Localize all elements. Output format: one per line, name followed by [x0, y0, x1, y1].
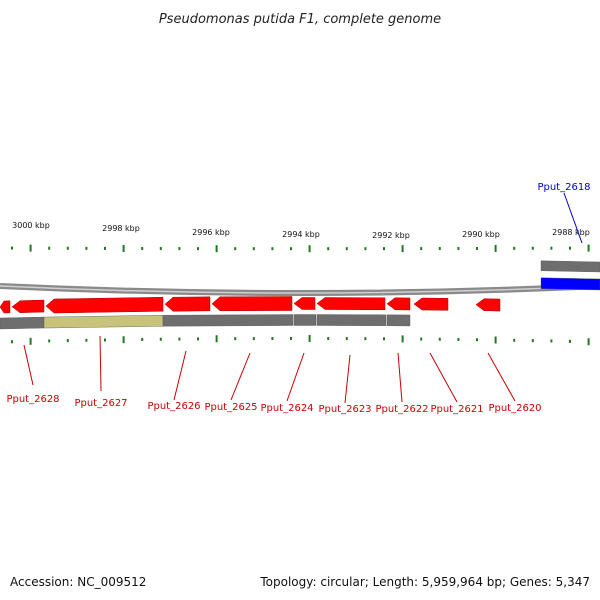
- gene-label: Pput_2622: [375, 404, 428, 415]
- gene-arrow: [164, 296, 211, 312]
- gene-leader-line: [563, 192, 583, 244]
- gene-leader-line: [344, 354, 351, 404]
- map-title: Pseudomonas putida F1, complete genome: [159, 12, 441, 27]
- scale-label: 2992 kbp: [372, 231, 410, 240]
- gene-arrow: [293, 297, 316, 310]
- forward-gene-bar: [540, 277, 600, 291]
- scale-ticks: [11, 244, 590, 346]
- scale-label: 2990 kbp: [462, 230, 500, 239]
- gene-label: Pput_2623: [318, 404, 371, 415]
- gene-label: Pput_2626: [147, 401, 200, 412]
- cds-track-highlight: [43, 315, 164, 329]
- scale-labels: 3000 kbp 2998 kbp 2996 kbp 2994 kbp 2992 kbp…: [12, 221, 590, 240]
- gene-arrow: [45, 296, 164, 314]
- gene-arrow: [413, 297, 449, 311]
- gene-leader-line: [99, 335, 102, 392]
- cds-track-segment: [293, 314, 317, 326]
- gene-arrow: [211, 296, 293, 312]
- gene-label: Pput_2627: [74, 398, 127, 409]
- genome-backbone: [0, 283, 600, 296]
- gene-label: Pput_2621: [430, 404, 483, 415]
- gene-arrow: [0, 300, 11, 314]
- gene-arrow: [316, 297, 386, 311]
- gene-leader-line: [230, 352, 251, 401]
- gene-leader-line: [23, 344, 34, 386]
- gene-arrow: [475, 298, 501, 312]
- cds-track-segment: [386, 314, 411, 327]
- scale-label: 3000 kbp: [12, 221, 50, 230]
- cds-track-forward: [540, 260, 600, 273]
- feature-tracks: [0, 260, 600, 330]
- gene-label: Pput_2625: [204, 402, 257, 413]
- gene-leader-line: [286, 352, 305, 402]
- accession-label: Accession: NC_009512: [10, 575, 146, 589]
- gene-leader-line: [429, 352, 458, 403]
- gene-leader-line: [397, 352, 403, 403]
- gene-arrows: [0, 296, 501, 314]
- gene-label: Pput_2628: [6, 394, 59, 405]
- genome-summary: Topology: circular; Length: 5,959,964 bp…: [259, 575, 590, 589]
- gene-arrow: [11, 299, 45, 313]
- scale-label: 2988 kbp: [552, 228, 590, 237]
- gene-leader-line: [487, 352, 516, 402]
- scale-label: 2998 kbp: [102, 224, 140, 233]
- gene-leader-line: [173, 350, 187, 401]
- scale-label: 2994 kbp: [282, 230, 320, 239]
- cds-track-segment: [0, 316, 45, 330]
- scale-label: 2996 kbp: [192, 228, 230, 237]
- cds-track-segment: [162, 314, 294, 327]
- gene-label: Pput_2624: [260, 403, 313, 414]
- gene-label: Pput_2620: [488, 403, 541, 414]
- gene-arrow: [386, 297, 411, 311]
- gene-label: Pput_2618: [537, 182, 590, 193]
- cds-track-segment: [316, 314, 387, 326]
- gene-labels: Pput_2628 Pput_2627 Pput_2626 Pput_2625 Pput…: [6, 182, 590, 415]
